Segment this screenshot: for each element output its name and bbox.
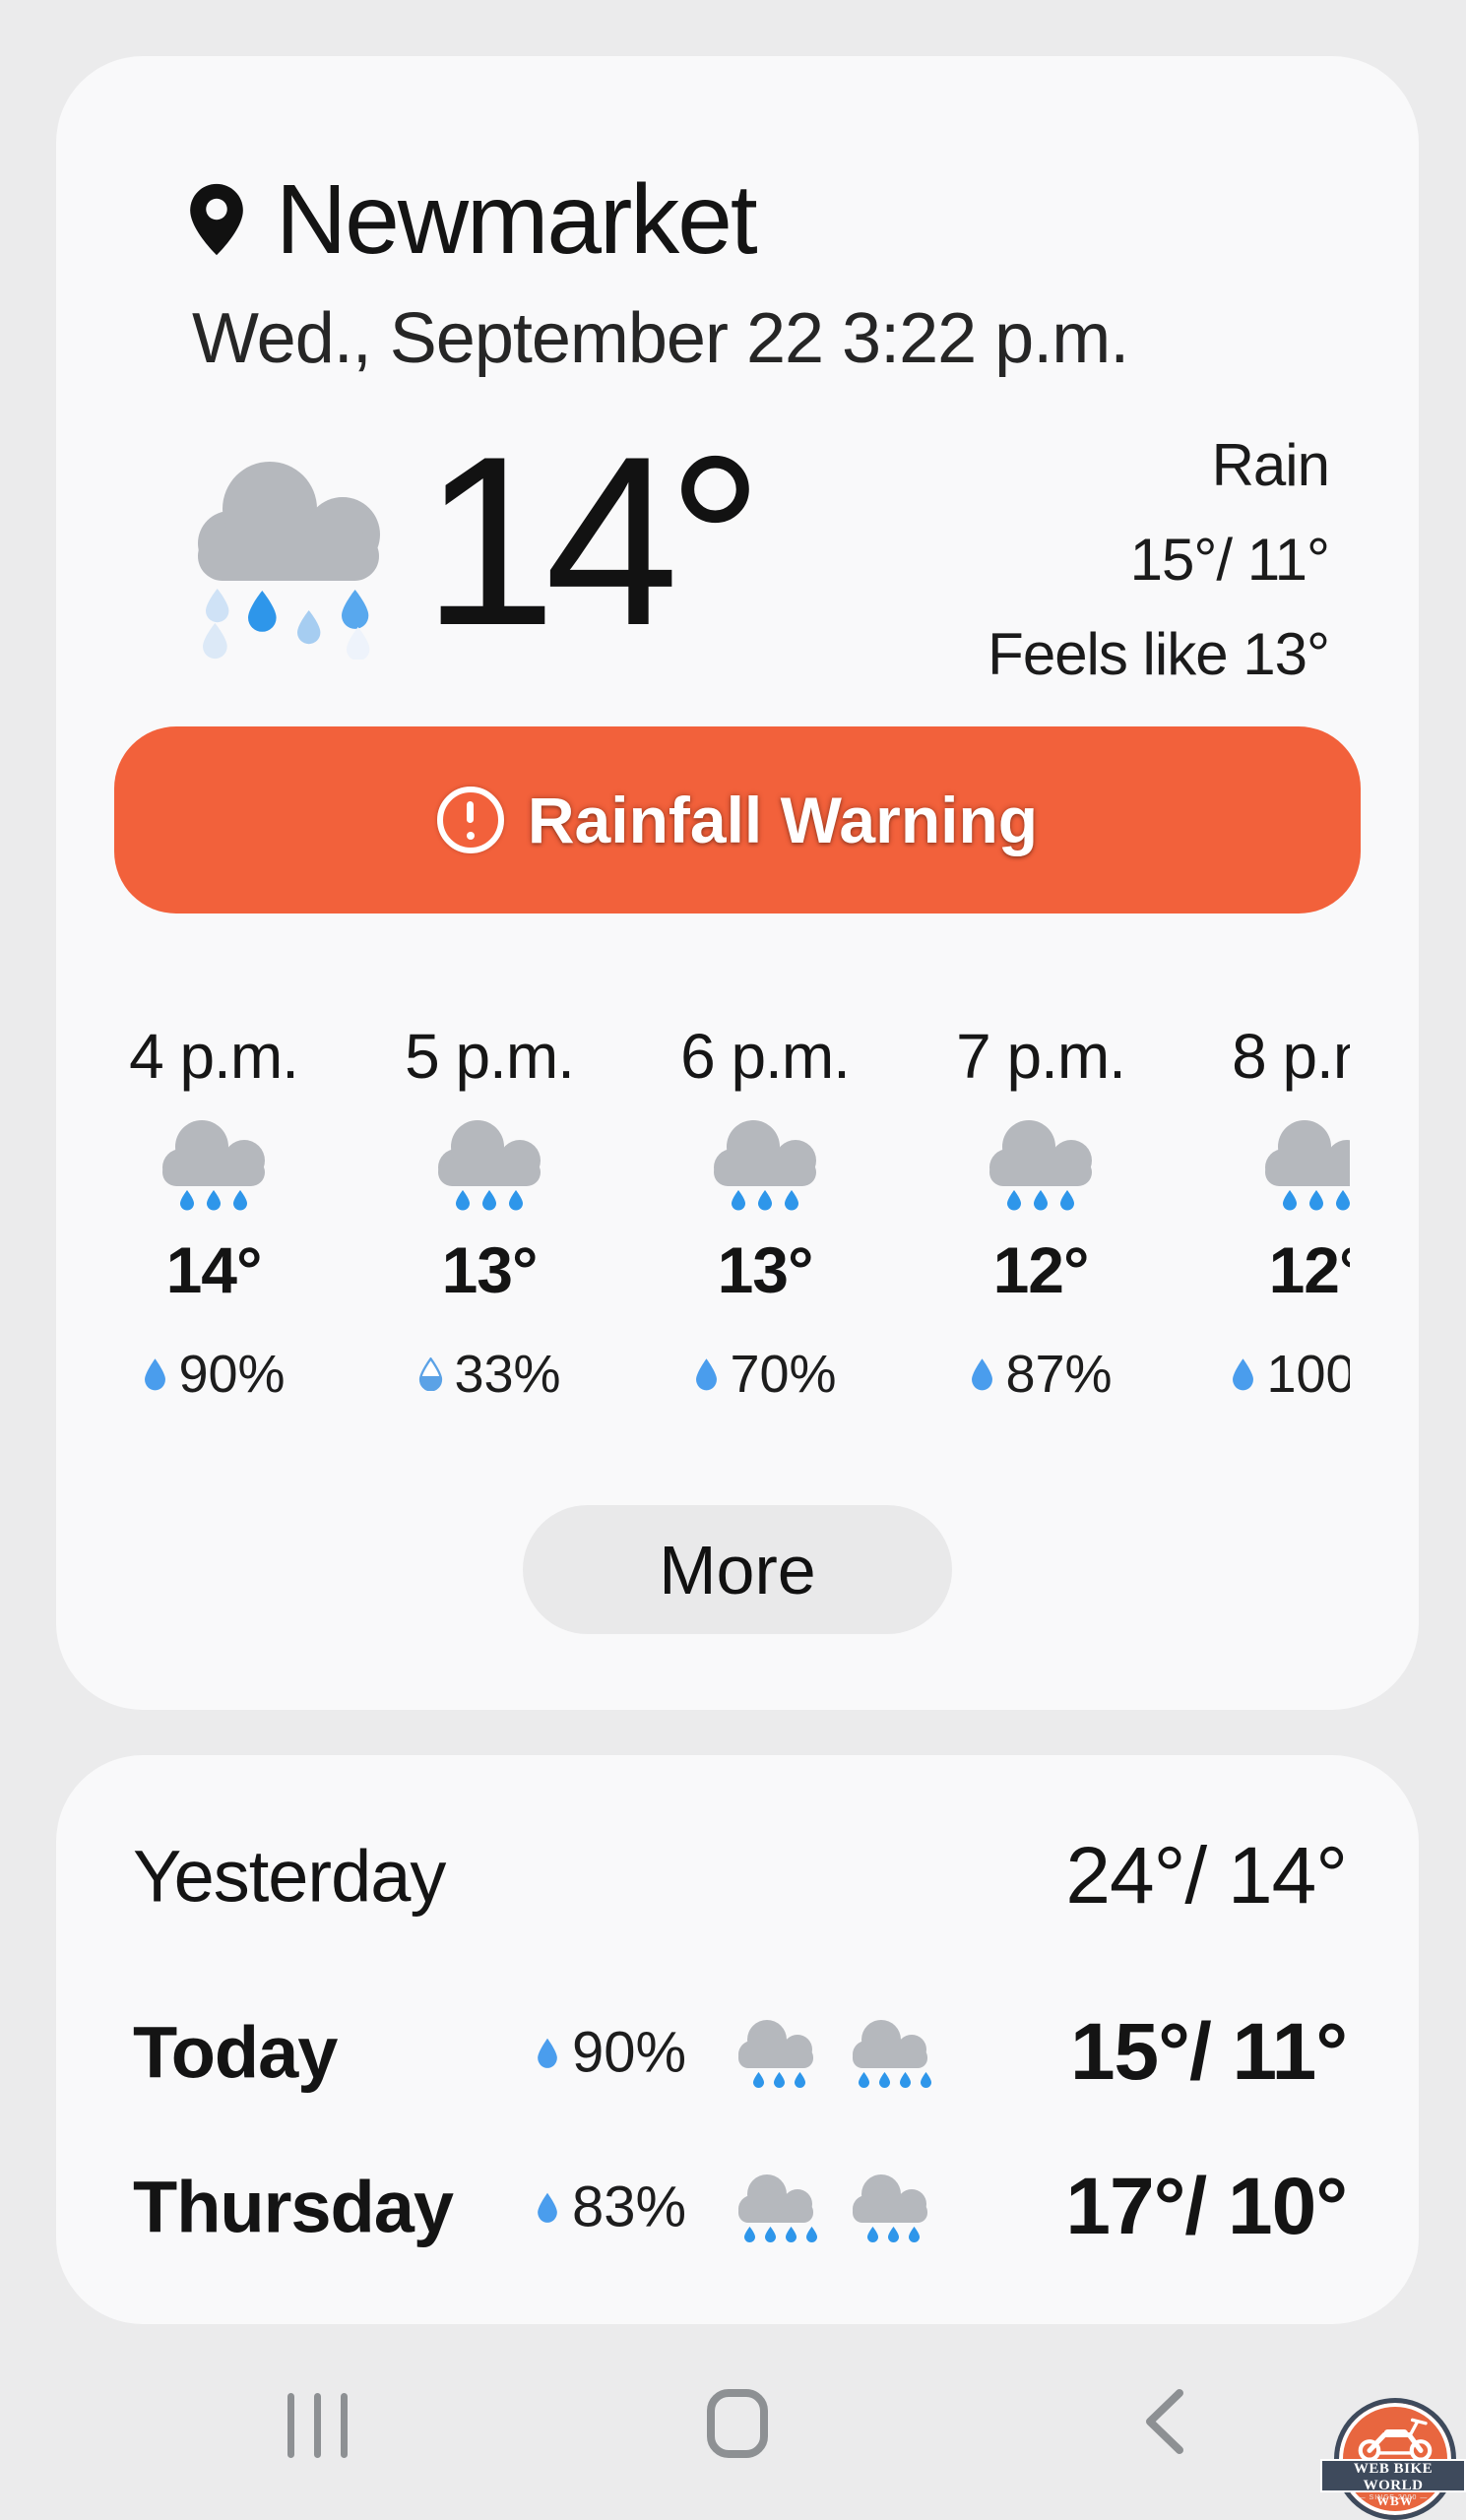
daily-row-yesterday[interactable]: Yesterday 24°/ 14° (56, 1817, 1419, 1935)
hour-temp: 13° (441, 1233, 539, 1306)
hour-temp: 14° (165, 1233, 263, 1306)
day-label: Today (133, 2011, 338, 2094)
droplet-icon (1233, 1358, 1254, 1391)
rain-cloud-icon (438, 1120, 541, 1211)
rain-cloud-3-drops-icon (853, 2174, 927, 2242)
hourly-item: 8 p.m. 12° 100% (1179, 1019, 1350, 1448)
droplet-icon (145, 1358, 166, 1391)
watermark-title: WEB BIKE WORLD (1353, 2461, 1434, 2493)
recents-button[interactable] (287, 2393, 348, 2458)
day-icons (730, 2166, 934, 2248)
day-temps: 17°/ 10° (1065, 2162, 1348, 2251)
rain-cloud-icon (1265, 1120, 1350, 1211)
home-button[interactable] (707, 2389, 768, 2458)
warning-exclamation-icon (436, 787, 504, 853)
recents-icon (287, 2393, 294, 2458)
daily-row-today[interactable]: Today 90% 15°/ 11° (56, 1993, 1419, 2111)
watermark-initials: WBW (1376, 2493, 1414, 2508)
hourly-item: 7 p.m. 12° 87% (903, 1019, 1179, 1448)
day-temps: 24°/ 14° (1065, 1831, 1348, 1921)
hour-precip: 100% (1230, 1344, 1350, 1405)
day-precip: 90% (535, 2020, 686, 2086)
date-time: Wed., September 22 3:22 p.m. (192, 299, 1129, 378)
day-label: Yesterday (133, 1835, 446, 1918)
hour-precip: 87% (969, 1344, 1113, 1405)
condition-text: Rain (1211, 432, 1330, 498)
location-row[interactable]: Newmarket (189, 162, 758, 277)
back-chevron-icon (1146, 2389, 1183, 2454)
rain-cloud-4-drops-icon (738, 2174, 817, 2242)
hour-precip: 33% (417, 1344, 561, 1405)
location-pin-icon (190, 183, 243, 256)
droplet-icon (538, 2192, 557, 2223)
hourly-item: 6 p.m. 13° 70% (627, 1019, 903, 1448)
droplet-icon (696, 1358, 718, 1391)
rain-drops (203, 589, 370, 660)
warning-label: Rainfall Warning (527, 784, 1039, 856)
hourly-item: 5 p.m. 13° 33% (351, 1019, 627, 1448)
watermark-ribbon: WEB BIKE WORLD — SINCE 2000 — (1320, 2459, 1466, 2501)
day-precip: 83% (535, 2174, 686, 2240)
hour-temp: 12° (1268, 1233, 1350, 1306)
hour-label: 4 p.m. (129, 1021, 299, 1092)
hour-label: 6 p.m. (680, 1021, 851, 1092)
motorcycle-icon (1358, 2418, 1433, 2462)
hour-precip: 90% (142, 1344, 286, 1405)
current-weather-card: Newmarket Wed., September 22 3:22 p.m. 1… (56, 56, 1419, 1710)
rain-cloud-3-drops-icon (738, 2020, 813, 2088)
hour-label: 8 p.m. (1232, 1021, 1350, 1092)
rain-cloud-icon (162, 1120, 265, 1211)
more-button[interactable]: More (523, 1505, 952, 1634)
rainfall-warning-banner[interactable]: Rainfall Warning (114, 726, 1361, 914)
hour-label: 7 p.m. (956, 1021, 1126, 1092)
rain-cloud-icon (198, 462, 380, 660)
hourly-forecast-scroller[interactable]: 4 p.m. 14° 90% 5 p.m. 13° (76, 1019, 1350, 1448)
hour-temp: 12° (992, 1233, 1090, 1306)
day-icons (730, 2011, 934, 2094)
droplet-icon (538, 2038, 557, 2068)
back-button[interactable] (1140, 2389, 1187, 2454)
rain-cloud-4-drops-icon (853, 2020, 931, 2088)
web-bike-world-watermark: WEB BIKE WORLD — SINCE 2000 — WBW (1320, 2398, 1466, 2520)
daily-row-thursday[interactable]: Thursday 83% 17°/ 10° (56, 2148, 1419, 2266)
rain-cloud-icon (989, 1120, 1092, 1211)
watermark-since: — SINCE 2000 — (1358, 2494, 1429, 2501)
day-temps: 15°/ 11° (1069, 2007, 1348, 2097)
daily-forecast-card: Yesterday 24°/ 14° Today 90% 15°/ 11° Th… (56, 1755, 1419, 2324)
droplet-icon (972, 1358, 993, 1391)
hourly-item: 4 p.m. 14° 90% (76, 1019, 351, 1448)
hour-label: 5 p.m. (405, 1021, 575, 1092)
feels-like: Feels like 13° (988, 621, 1330, 687)
hour-precip: 70% (693, 1344, 837, 1405)
current-temperature: 14° (422, 406, 763, 675)
droplet-half-icon (419, 1357, 443, 1391)
hour-temp: 13° (717, 1233, 814, 1306)
current-condition-summary: Rain 15°/ 11° Feels like 13° (988, 418, 1330, 702)
location-name: Newmarket (276, 163, 758, 275)
rain-cloud-icon (714, 1120, 816, 1211)
high-low: 15°/ 11° (1129, 527, 1330, 593)
day-label: Thursday (133, 2166, 454, 2248)
